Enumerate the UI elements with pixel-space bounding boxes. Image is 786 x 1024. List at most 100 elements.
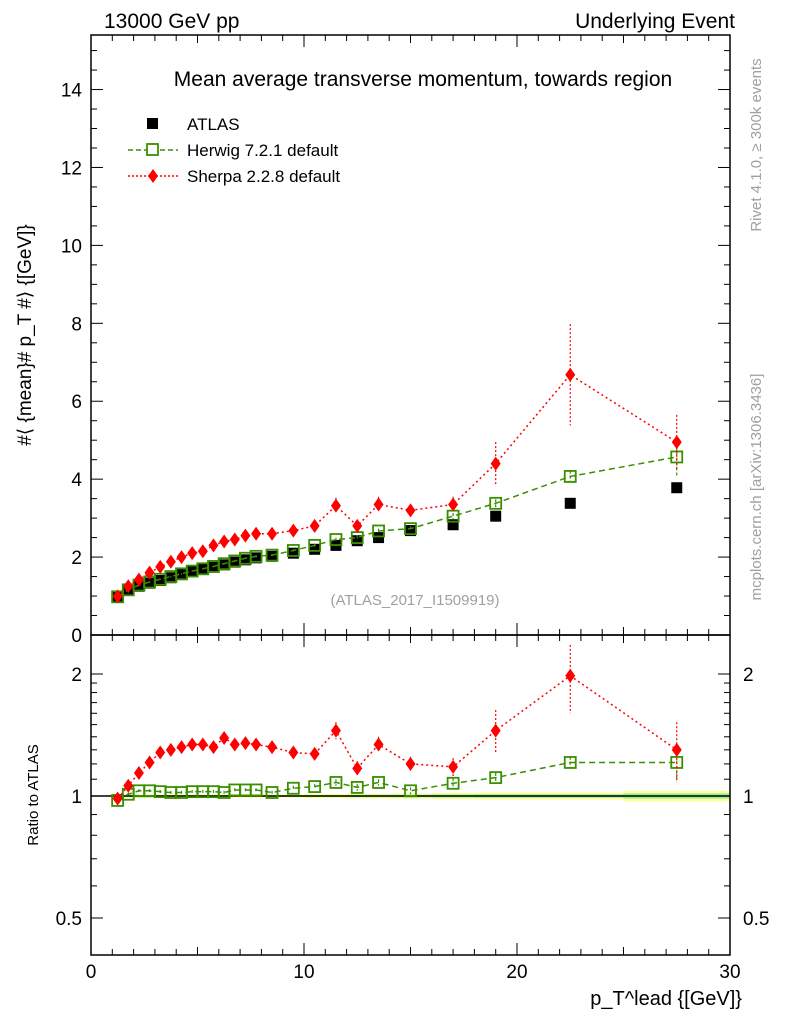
herwig-line <box>117 456 677 598</box>
sherpa-ratio-point <box>165 742 176 757</box>
y-tick-label: 8 <box>71 314 82 335</box>
y-axis-label: #⟨ {mean}# p_T #⟩ {[GeV]} <box>15 224 36 446</box>
ratio-y-tick-label: 2 <box>71 665 82 686</box>
watermark: (ATLAS_2017_I1509919) <box>330 592 499 609</box>
sherpa-ratio-point <box>123 778 134 793</box>
sherpa-point <box>144 565 155 580</box>
herwig-point <box>489 496 503 510</box>
herwig-point <box>286 544 300 557</box>
sherpa-ratio-point <box>448 759 459 774</box>
mcplots-label: mcplots.cern.ch [arXiv:1306.3436] <box>748 374 765 601</box>
y-tick-label: 10 <box>61 236 82 257</box>
herwig-point <box>404 522 417 536</box>
y-tick-label: 0 <box>71 626 82 647</box>
sherpa-ratio-point <box>405 756 416 771</box>
herwig-ratio-point <box>404 784 417 798</box>
sherpa-ratio-point <box>373 737 384 752</box>
sherpa-ratio-point <box>144 755 155 770</box>
sherpa-point <box>229 532 240 547</box>
sherpa-ratio-point <box>490 723 501 738</box>
atlas-point <box>309 543 321 555</box>
ratio-y-tick-label-right: 2 <box>743 665 754 686</box>
x-tick-label: 0 <box>86 962 97 983</box>
atlas-point <box>490 510 502 522</box>
herwig-ratio-point <box>249 783 263 797</box>
sherpa-ratio-point <box>187 737 198 752</box>
chart-title: Mean average transverse momentum, toward… <box>174 68 672 91</box>
atlas-point <box>287 547 299 559</box>
ratio-y-tick-label-right: 0.5 <box>743 909 769 930</box>
herwig-ratio-point <box>446 776 460 790</box>
header-left: 13000 GeV pp <box>104 10 239 33</box>
sherpa-ratio-point <box>112 791 123 806</box>
header-right: Underlying Event <box>575 10 735 33</box>
sherpa-point <box>197 544 208 559</box>
y-tick-label: 6 <box>71 392 82 413</box>
legend-atlas-label: ATLAS <box>187 115 240 134</box>
atlas-point <box>671 482 683 494</box>
sherpa-ratio-point <box>671 742 682 757</box>
sherpa-point <box>288 523 299 538</box>
atlas-point <box>218 559 230 571</box>
y-tick-label: 2 <box>71 548 82 569</box>
sherpa-point <box>219 534 230 549</box>
sherpa-point <box>490 456 501 471</box>
x-axis-label: p_T^lead {[GeV]} <box>590 988 742 1010</box>
atlas-point <box>229 556 241 568</box>
herwig-ratio-point <box>563 756 577 769</box>
sherpa-ratio-line <box>117 674 678 800</box>
atlas-point <box>154 574 166 586</box>
legend-herwig-marker <box>146 143 159 156</box>
sherpa-point <box>208 538 219 553</box>
sherpa-point <box>309 518 320 533</box>
sherpa-point <box>240 528 251 543</box>
x-tick-label: 20 <box>506 962 527 983</box>
sherpa-point <box>671 435 682 450</box>
herwig-point <box>563 470 577 483</box>
sherpa-point <box>565 367 576 382</box>
sherpa-point <box>251 526 262 541</box>
atlas-point <box>144 577 156 589</box>
atlas-point <box>405 525 416 537</box>
sherpa-ratio-point <box>176 740 187 755</box>
atlas-point <box>447 519 459 531</box>
rivet-label: Rivet 4.1.0, ≥ 300k events <box>748 58 765 231</box>
ratio-y-tick-label-right: 1 <box>743 787 754 808</box>
sherpa-ratio-point <box>267 740 278 755</box>
atlas-point <box>373 532 385 544</box>
sherpa-ratio-point <box>330 723 341 738</box>
sherpa-point <box>267 526 278 541</box>
sherpa-ratio-point <box>219 731 230 746</box>
herwig-point <box>372 524 385 538</box>
sherpa-point <box>112 589 123 604</box>
ratio-y-axis-label: Ratio to ATLAS <box>25 744 42 845</box>
sherpa-point <box>133 572 144 587</box>
x-tick-label: 10 <box>293 962 314 983</box>
atlas-point <box>239 554 251 566</box>
atlas-point <box>351 535 363 547</box>
sherpa-ratio-point <box>565 668 576 683</box>
legend-sherpa-label: Sherpa 2.2.8 default <box>187 167 340 186</box>
sherpa-point <box>352 518 363 533</box>
sherpa-ratio-point <box>197 737 208 752</box>
herwig-ratio-point <box>286 781 300 795</box>
sherpa-ratio-point <box>133 765 144 780</box>
sherpa-point <box>187 546 198 561</box>
sherpa-point <box>155 559 166 574</box>
sherpa-point <box>330 498 341 513</box>
ratio-y-tick-label: 1 <box>71 787 82 808</box>
herwig-point <box>329 533 343 546</box>
herwig-point <box>308 538 322 552</box>
herwig-point <box>249 549 263 563</box>
sherpa-ratio-point <box>208 740 219 755</box>
sherpa-ratio-point <box>155 745 166 760</box>
atlas-point <box>250 552 262 564</box>
herwig-point <box>265 548 279 562</box>
sherpa-ratio-point <box>309 746 320 761</box>
sherpa-point <box>176 550 187 565</box>
sherpa-point <box>165 554 176 569</box>
herwig-ratio-point <box>329 776 343 789</box>
data-marks <box>111 324 684 807</box>
